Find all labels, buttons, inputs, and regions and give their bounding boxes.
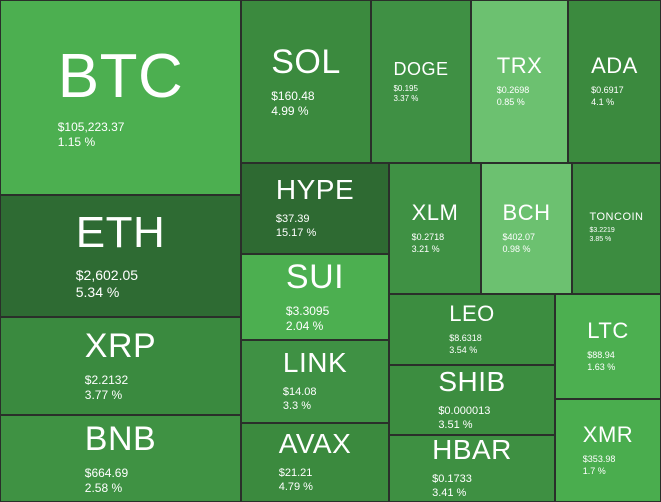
symbol-label: XRP — [84, 327, 157, 365]
symbol-label: TRX — [496, 53, 543, 79]
price-label: $3.3095 — [285, 304, 330, 318]
symbol-label: BNB — [84, 419, 157, 458]
tile-hype[interactable]: HYPE $37.39 15.17 % — [241, 163, 389, 254]
change-label: 0.98 % — [502, 243, 531, 254]
price-label: $402.07 — [502, 232, 536, 243]
tile-link[interactable]: LINK $14.08 3.3 % — [241, 340, 389, 423]
tile-sol[interactable]: SOL $160.48 4.99 % — [241, 0, 371, 163]
symbol-label: LINK — [282, 347, 348, 379]
price-label: $160.48 — [271, 88, 315, 103]
change-label: 3.85 % — [589, 236, 612, 243]
tile-bch[interactable]: BCH $402.07 0.98 % — [481, 163, 572, 294]
tile-avax[interactable]: AVAX $21.21 4.79 % — [241, 423, 389, 502]
change-label: 2.04 % — [285, 319, 324, 333]
change-label: 3.41 % — [432, 487, 467, 499]
tile-doge[interactable]: DOGE $0.195 3.37 % — [371, 0, 471, 163]
symbol-label: AVAX — [278, 428, 352, 460]
symbol-label: XLM — [411, 200, 459, 226]
price-label: $88.94 — [587, 350, 615, 361]
tile-xrp[interactable]: XRP $2.2132 3.77 % — [0, 317, 241, 415]
tile-trx[interactable]: TRX $0.2698 0.85 % — [471, 0, 568, 163]
price-label: $0.000013 — [438, 404, 491, 417]
change-label: 3.21 % — [411, 243, 440, 254]
symbol-label: SUI — [285, 258, 345, 296]
symbol-label: HYPE — [275, 174, 355, 206]
price-label: $2,602.05 — [75, 266, 139, 283]
symbol-label: DOGE — [393, 58, 449, 79]
change-label: 3.51 % — [438, 418, 473, 431]
tile-xmr[interactable]: XMR $353.98 1.7 % — [555, 399, 661, 502]
symbol-label: LTC — [587, 318, 629, 344]
tile-toncoin[interactable]: TONCOIN $3.2219 3.85 % — [572, 163, 661, 294]
change-label: 0.85 % — [496, 96, 525, 107]
symbol-label: ADA — [591, 53, 638, 79]
price-label: $0.195 — [393, 83, 418, 93]
change-label: 3.3 % — [282, 400, 312, 412]
change-label: 1.63 % — [587, 361, 616, 372]
price-label: $0.2718 — [411, 232, 445, 243]
price-label: $21.21 — [278, 467, 313, 480]
tile-hbar[interactable]: HBAR $0.1733 3.41 % — [389, 435, 555, 502]
price-label: $0.1733 — [432, 473, 472, 486]
price-label: $664.69 — [84, 465, 129, 480]
change-label: 1.15 % — [57, 134, 96, 149]
price-label: $105,223.37 — [57, 119, 125, 134]
price-label: $2.2132 — [84, 373, 129, 387]
change-label: 4.1 % — [591, 96, 615, 107]
symbol-label: XMR — [582, 422, 634, 448]
price-label: $0.6917 — [591, 85, 624, 96]
symbol-label: BTC — [57, 41, 184, 111]
tile-btc[interactable]: BTC $105,223.37 1.15 % — [0, 0, 241, 195]
tile-leo[interactable]: LEO $8.6318 3.54 % — [389, 294, 555, 365]
symbol-label: LEO — [449, 301, 495, 327]
change-label: 2.58 % — [84, 480, 123, 495]
tile-ltc[interactable]: LTC $88.94 1.63 % — [555, 294, 661, 399]
price-label: $37.39 — [275, 213, 310, 226]
symbol-label: ETH — [75, 207, 166, 257]
change-label: 3.37 % — [393, 93, 419, 103]
change-label: 5.34 % — [75, 284, 120, 300]
tile-sui[interactable]: SUI $3.3095 2.04 % — [241, 254, 389, 340]
tile-xlm[interactable]: XLM $0.2718 3.21 % — [389, 163, 481, 294]
price-label: $14.08 — [282, 386, 317, 399]
symbol-label: HBAR — [432, 435, 512, 466]
symbol-label: TONCOIN — [589, 211, 644, 224]
change-label: 3.77 % — [84, 388, 123, 402]
tile-ada[interactable]: ADA $0.6917 4.1 % — [568, 0, 661, 163]
change-label: 15.17 % — [275, 227, 317, 239]
tile-eth[interactable]: ETH $2,602.05 5.34 % — [0, 195, 241, 317]
tile-bnb[interactable]: BNB $664.69 2.58 % — [0, 415, 241, 502]
price-label: $0.2698 — [496, 85, 530, 96]
symbol-label: BCH — [502, 200, 551, 226]
change-label: 1.7 % — [582, 465, 606, 476]
change-label: 4.79 % — [278, 481, 313, 493]
price-label: $353.98 — [582, 454, 616, 465]
price-label: $8.6318 — [449, 333, 482, 344]
symbol-label: SOL — [271, 42, 341, 81]
symbol-label: SHIB — [438, 365, 506, 397]
change-label: 4.99 % — [271, 103, 309, 118]
tile-shib[interactable]: SHIB $0.000013 3.51 % — [389, 365, 555, 435]
price-label: $3.2219 — [589, 227, 615, 235]
change-label: 3.54 % — [449, 344, 478, 355]
